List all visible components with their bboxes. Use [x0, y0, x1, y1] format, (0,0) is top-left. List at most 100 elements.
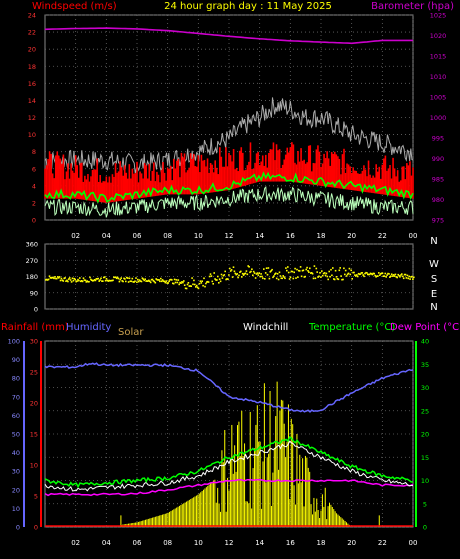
- direction-point: [334, 269, 337, 272]
- windspeed-tick: 22: [28, 29, 36, 37]
- panel3-x-tick: 22: [378, 539, 387, 547]
- direction-point: [405, 277, 408, 279]
- direction-point: [94, 279, 97, 282]
- temperature-tick: 20: [421, 431, 429, 439]
- barometer-tick: 995: [432, 135, 444, 143]
- direction-point: [62, 280, 65, 282]
- direction-point: [131, 277, 134, 280]
- direction-point: [64, 277, 66, 279]
- direction-point: [119, 278, 122, 281]
- temperature-tick: 10: [421, 477, 429, 485]
- direction-point: [331, 274, 333, 277]
- direction-point: [130, 280, 133, 283]
- direction-point: [98, 280, 100, 282]
- direction-point: [300, 275, 303, 278]
- direction-point: [327, 278, 329, 281]
- direction-point: [399, 276, 401, 278]
- direction-point: [408, 275, 410, 278]
- direction-point: [144, 278, 146, 280]
- direction-point: [380, 272, 383, 275]
- direction-point: [283, 276, 285, 278]
- direction-point: [176, 281, 179, 284]
- direction-point: [235, 273, 237, 276]
- windspeed-tick: 0: [32, 217, 36, 225]
- direction-point: [50, 277, 53, 279]
- direction-point: [204, 285, 206, 288]
- direction-point: [265, 267, 268, 269]
- direction-point: [379, 274, 381, 276]
- direction-point: [345, 275, 348, 277]
- barometer-axis-ticks: 975 980 985 990 995 1000 1005 1010 1015 1020 1025: [430, 12, 447, 225]
- direction-point: [148, 279, 150, 282]
- direction-point: [224, 270, 226, 273]
- direction-point: [177, 279, 180, 281]
- direction-point: [68, 277, 71, 279]
- direction-point: [293, 271, 295, 274]
- direction-point: [57, 277, 60, 279]
- direction-point: [215, 279, 217, 281]
- direction-point: [360, 272, 363, 274]
- direction-point: [226, 278, 228, 280]
- direction-point: [367, 273, 369, 276]
- panel1-x-tick: 06: [133, 232, 142, 240]
- direction-point: [163, 280, 166, 283]
- direction-point: [269, 271, 272, 273]
- direction-point: [65, 280, 67, 282]
- direction-point: [45, 278, 48, 281]
- direction-point: [172, 282, 175, 285]
- compass-label: W: [429, 259, 439, 270]
- direction-point: [316, 271, 318, 273]
- direction-point: [379, 273, 382, 275]
- direction-point: [152, 280, 155, 282]
- direction-point: [288, 278, 291, 280]
- panel3-series: [44, 362, 414, 527]
- barometer-tick: 1015: [430, 53, 447, 61]
- direction-point: [241, 272, 244, 275]
- direction-point: [160, 280, 163, 283]
- direction-point: [301, 269, 304, 272]
- direction-point: [227, 278, 229, 280]
- direction-point: [284, 277, 286, 280]
- direction-point: [403, 273, 406, 276]
- direction-point: [81, 280, 84, 283]
- direction-point: [138, 279, 141, 281]
- barometer-tick: 1025: [430, 12, 447, 20]
- direction-point: [362, 274, 364, 276]
- direction-point: [203, 277, 205, 280]
- direction-point: [58, 276, 61, 278]
- direction-point: [329, 275, 331, 278]
- direction-point: [402, 275, 404, 278]
- direction-point: [53, 277, 55, 280]
- direction-point: [169, 279, 171, 281]
- direction-point: [266, 273, 269, 276]
- panel3-x-tick: 04: [102, 539, 111, 547]
- temperature-tick: 5: [423, 500, 427, 508]
- direction-point: [72, 279, 75, 282]
- direction-point: [196, 286, 199, 289]
- direction-point: [231, 276, 234, 278]
- direction-point: [366, 272, 368, 274]
- direction-point: [127, 281, 130, 283]
- direction-point: [183, 284, 186, 286]
- direction-point: [45, 279, 47, 281]
- direction-point: [85, 281, 88, 283]
- direction-point: [312, 277, 315, 280]
- direction-point: [173, 278, 176, 281]
- barometer-tick: 1000: [430, 114, 447, 122]
- direction-point: [46, 279, 49, 281]
- direction-point: [310, 272, 313, 274]
- direction-point: [220, 273, 223, 276]
- direction-point: [142, 278, 145, 280]
- windspeed-tick: 4: [32, 182, 36, 190]
- direction-point: [63, 277, 65, 280]
- direction-point: [302, 269, 305, 272]
- direction-point: [256, 272, 259, 274]
- direction-point: [332, 267, 334, 269]
- direction-point: [222, 274, 225, 277]
- direction-point: [346, 273, 349, 276]
- direction-point: [97, 277, 99, 280]
- direction-point: [103, 276, 106, 278]
- direction-point: [289, 276, 292, 279]
- direction-point: [117, 277, 120, 280]
